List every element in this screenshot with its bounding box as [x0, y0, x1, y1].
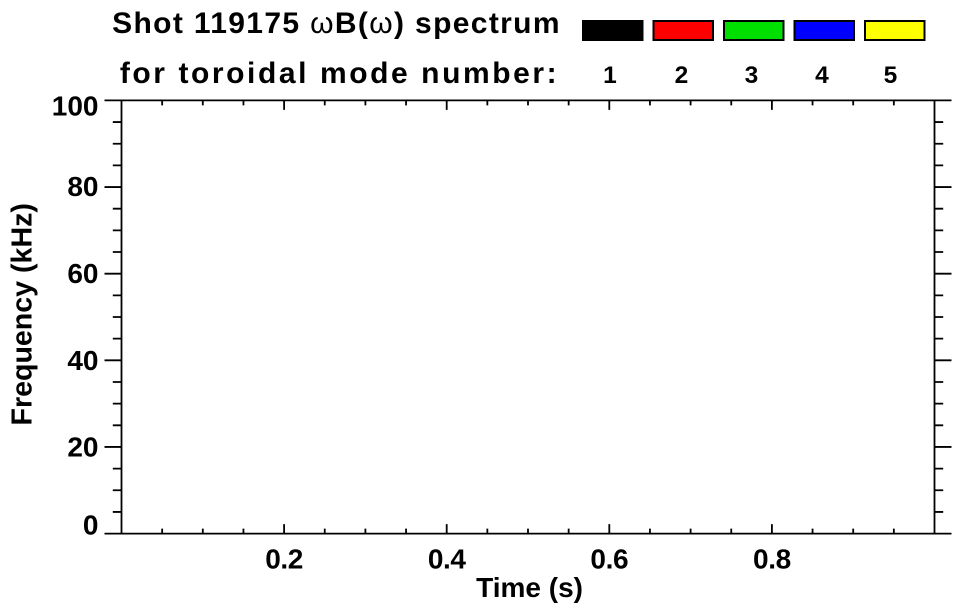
svg-text:Time (s): Time (s): [476, 572, 583, 603]
svg-text:20: 20: [67, 432, 98, 463]
svg-text:2: 2: [675, 62, 689, 89]
svg-text:Frequency (kHz): Frequency (kHz): [7, 203, 39, 425]
svg-text:60: 60: [67, 258, 98, 289]
svg-text:0.2: 0.2: [265, 543, 303, 574]
svg-text:0.4: 0.4: [428, 543, 467, 574]
svg-text:0: 0: [83, 510, 99, 541]
svg-text:1: 1: [603, 62, 617, 89]
svg-text:for toroidal mode number:: for toroidal mode number:: [120, 57, 559, 90]
svg-text:80: 80: [67, 171, 98, 202]
svg-text:0.8: 0.8: [753, 543, 791, 574]
svg-text:5: 5: [884, 62, 898, 89]
svg-text:0.6: 0.6: [590, 543, 628, 574]
svg-text:Shot 119175 ωB(ω) spectrum: Shot 119175 ωB(ω) spectrum: [112, 7, 561, 40]
svg-text:40: 40: [67, 345, 98, 376]
svg-text:100: 100: [52, 91, 99, 122]
svg-text:4: 4: [815, 62, 829, 89]
svg-text:3: 3: [745, 62, 759, 89]
